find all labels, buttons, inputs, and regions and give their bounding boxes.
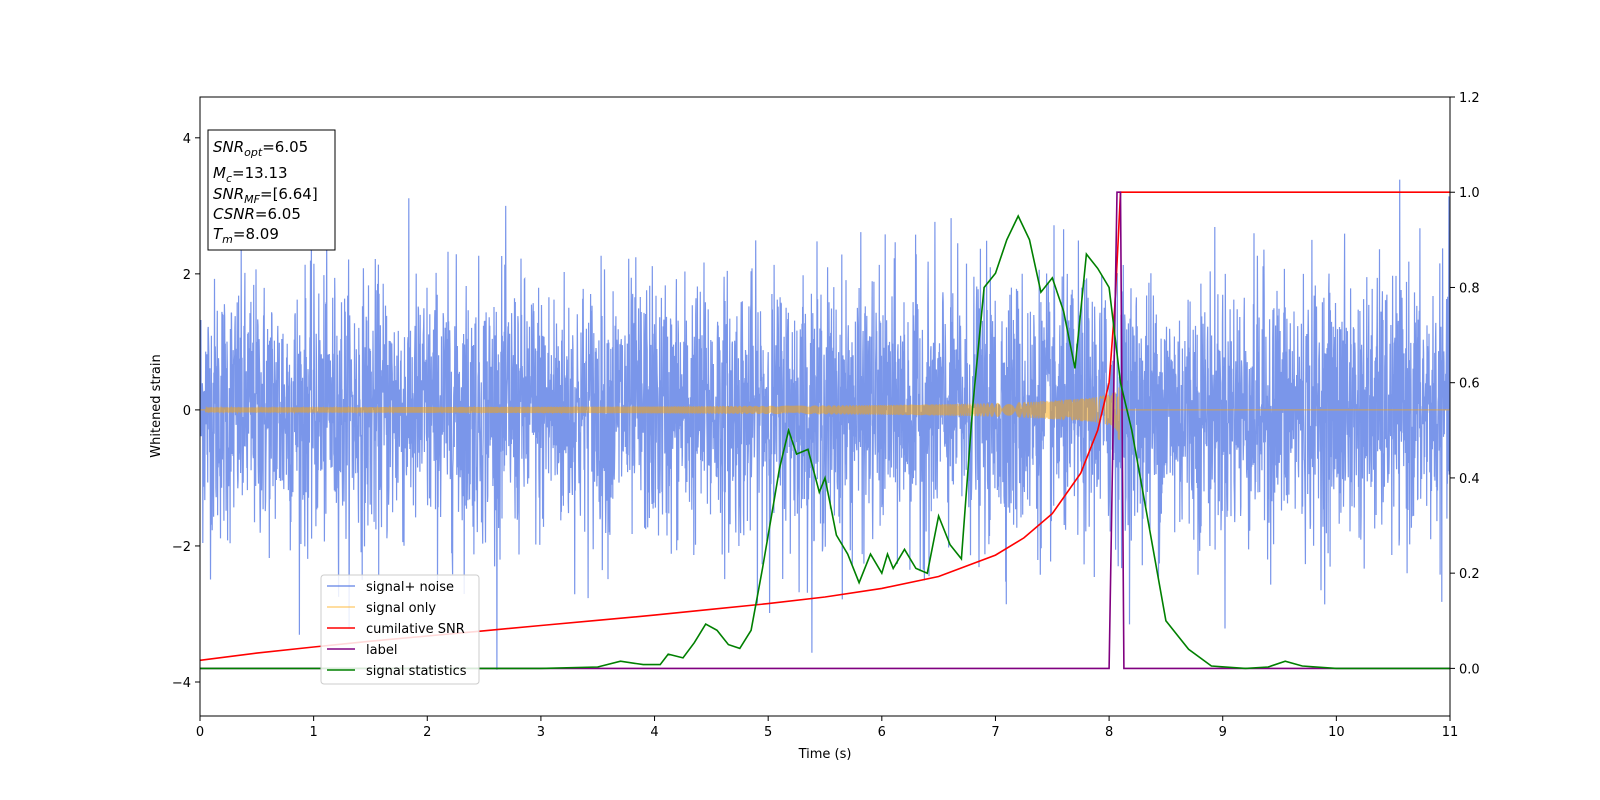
annotation-line-tm: Tm=8.09 — [213, 225, 279, 246]
x-axis: 0 1 2 3 4 5 6 7 8 9 10 11 — [196, 716, 1458, 740]
y-right-tick-label: 0.4 — [1459, 472, 1480, 487]
legend: signal+ noise signal only cumilative SNR… — [320, 574, 480, 685]
x-tick-label: 1 — [309, 725, 317, 740]
x-tick-label: 3 — [537, 725, 545, 740]
annotation-line-snr-mf: SNRMF=[6.64] — [213, 185, 318, 206]
x-tick-label: 10 — [1328, 725, 1345, 740]
x-tick-label: 2 — [423, 725, 431, 740]
x-tick-label: 11 — [1442, 725, 1459, 740]
y-right-tick-label: 0.0 — [1459, 662, 1480, 677]
legend-entry-signal-statistics: signal statistics — [366, 664, 467, 679]
y-right-tick-label: 0.8 — [1459, 281, 1480, 296]
x-tick-label: 5 — [764, 725, 772, 740]
y-right-tick-label: 1.2 — [1459, 91, 1480, 106]
y-left-tick-label: 0 — [183, 404, 191, 419]
annotation-frame — [207, 129, 336, 251]
y-left-tick-label: 2 — [183, 268, 191, 283]
y-left-tick-label: 4 — [183, 132, 191, 147]
x-tick-label: 7 — [991, 725, 999, 740]
series-signal-statistics — [200, 214, 1450, 670]
legend-entry-cumilative-snr: cumilative SNR — [366, 622, 465, 637]
annotation-line-csnr: CSNR=6.05 — [213, 205, 301, 223]
x-tick-label: 4 — [650, 725, 658, 740]
annotation-line-mc: Mc=13.13 — [213, 164, 288, 185]
legend-entry-signal-noise: signal+ noise — [366, 580, 454, 595]
annotation-box: SNRopt=6.05 Mc=13.13 SNRMF=[6.64] CSNR=6… — [207, 129, 336, 251]
x-axis-label: Time (s) — [798, 747, 852, 762]
y-left-tick-label: −2 — [172, 540, 191, 555]
legend-frame — [320, 574, 480, 685]
y-right-tick-label: 1.0 — [1459, 186, 1480, 201]
legend-entry-label: label — [366, 643, 397, 658]
y-right-tick-label: 0.6 — [1459, 377, 1480, 392]
y-axis-right: 0.0 0.2 0.4 0.6 0.8 1.0 1.2 — [1450, 91, 1480, 677]
y-axis-left-label: Whitened strain — [149, 354, 164, 457]
series-signal-only — [200, 387, 1450, 441]
x-tick-label: 9 — [1219, 725, 1227, 740]
legend-entry-signal-only: signal only — [366, 601, 436, 616]
x-tick-label: 6 — [878, 725, 886, 740]
plot-frame — [199, 96, 1451, 717]
x-tick-label: 0 — [196, 725, 204, 740]
y-right-tick-label: 0.2 — [1459, 567, 1480, 582]
x-tick-label: 8 — [1105, 725, 1113, 740]
series-label — [200, 191, 1450, 670]
y-left-tick-label: −4 — [172, 676, 191, 691]
y-axis-left: −4 −2 0 2 4 — [172, 132, 200, 691]
annotation-line-snr-opt: SNRopt=6.05 — [213, 138, 308, 159]
